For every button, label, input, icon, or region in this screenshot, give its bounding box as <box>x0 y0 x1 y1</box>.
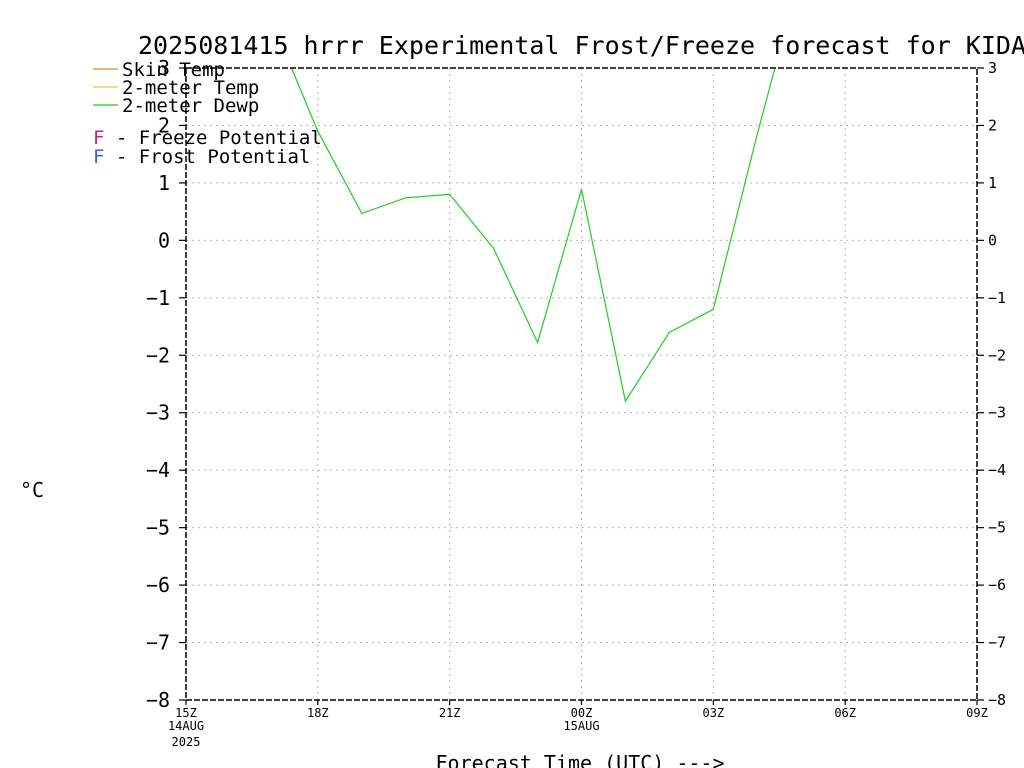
legend-marker-entry: F - Freeze Potential <box>93 127 322 149</box>
x-tick-label: 18Z <box>307 706 329 720</box>
y-tick-label-right: −6 <box>988 576 1006 594</box>
y-tick-label-left: −8 <box>146 688 170 712</box>
chart-title: 2025081415 hrrr Experimental Frost/Freez… <box>138 31 1024 60</box>
y-tick-label-left: −6 <box>146 573 170 597</box>
legend-label: Skin Temp <box>122 59 225 81</box>
y-tick-label-left: 0 <box>158 228 170 252</box>
y-tick-label-right: −7 <box>988 634 1006 652</box>
y-tick-label-left: 3 <box>158 56 170 80</box>
x-tick-label: 00Z <box>571 706 593 720</box>
y-tick-label-left: 2 <box>158 113 170 137</box>
legend-marker-text: - Frost Potential <box>104 146 310 168</box>
x-axis-title: Forecast Time (UTC) ---> <box>436 751 725 768</box>
x-tick-date-label: 15AUG <box>563 719 599 733</box>
y-axis-left-labels: 3 2 1 0 −1 −2 −3 −4 −5 −6 −7 −8 <box>146 56 170 712</box>
legend-label: 2-meter Temp <box>122 77 259 99</box>
legend-marker: F <box>93 127 104 149</box>
y-tick-label-left: 1 <box>158 171 170 195</box>
y-tick-label-left: −2 <box>146 343 170 367</box>
y-tick-label-left: −4 <box>146 458 170 482</box>
y-tick-label-right: −3 <box>988 404 1006 422</box>
x-tick-label: 06Z <box>834 706 856 720</box>
series-line-2m-dewpoint <box>290 67 776 403</box>
legend-label: 2-meter Dewp <box>122 95 259 117</box>
x-tick-label: 09Z <box>966 706 988 720</box>
y-axis-unit-label: °C <box>20 478 44 502</box>
legend-marker-entry: F - Frost Potential <box>93 146 310 168</box>
y-tick-label-right: 1 <box>988 174 997 192</box>
x-tick-year-label: 2025 <box>172 735 201 749</box>
x-tick-label: 15Z <box>175 706 197 720</box>
y-tick-label-right: −2 <box>988 346 1006 364</box>
y-axis-right-labels: 3 2 1 0 −1 −2 −3 −4 −5 −6 −7 −8 <box>988 59 1006 709</box>
y-tick-label-left: −7 <box>146 631 170 655</box>
y-tick-label-right: 3 <box>988 59 997 77</box>
legend-marker: F <box>93 146 104 168</box>
y-tick-label-left: −1 <box>146 286 170 310</box>
legend-marker-text: - Freeze Potential <box>104 127 321 149</box>
plot-frame <box>185 67 978 701</box>
x-tick-label: 21Z <box>439 706 461 720</box>
y-tick-label-right: −5 <box>988 519 1006 537</box>
y-tick-label-right: −1 <box>988 289 1006 307</box>
y-tick-label-right: −4 <box>988 461 1006 479</box>
y-tick-label-right: 0 <box>988 231 997 249</box>
y-tick-label-right: 2 <box>988 116 997 134</box>
x-tick-label: 03Z <box>702 706 724 720</box>
y-tick-label-right: −8 <box>988 691 1006 709</box>
y-tick-label-left: −5 <box>146 516 170 540</box>
axis-ticks <box>179 67 984 705</box>
x-tick-date-label: 14AUG <box>168 719 204 733</box>
series-layer <box>290 67 776 403</box>
y-tick-label-left: −3 <box>146 401 170 425</box>
